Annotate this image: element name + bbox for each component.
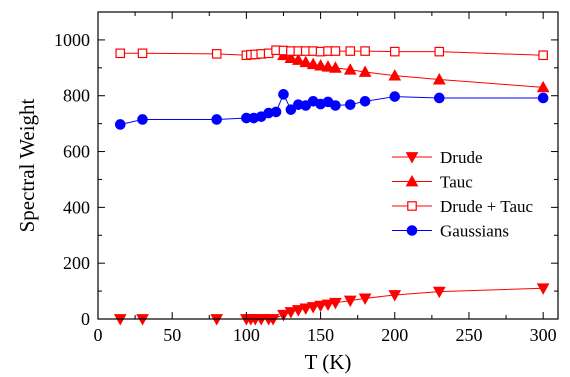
- legend-label: Gaussians: [440, 222, 509, 241]
- data-point-drude: [321, 299, 335, 312]
- y-tick-label: 800: [63, 86, 90, 106]
- data-point-tauc: [299, 55, 313, 68]
- data-point-drude: [299, 303, 313, 315]
- data-point-drude: [329, 297, 342, 310]
- data-point-drude: [358, 293, 372, 305]
- x-tick-label: 150: [307, 325, 334, 345]
- data-point-gaussians: [270, 106, 282, 118]
- data-point-drude-tauc: [137, 48, 148, 59]
- data-point-gaussians: [211, 114, 223, 125]
- data-point-tauc: [536, 80, 550, 93]
- data-point-gaussians: [389, 91, 401, 102]
- data-point-drude-tauc: [115, 48, 126, 59]
- x-tick-label: 250: [455, 325, 482, 345]
- y-tick-label: 0: [81, 309, 90, 329]
- data-point-gaussians: [433, 92, 445, 104]
- data-point-gaussians: [330, 100, 341, 111]
- data-point-drude-tauc: [211, 49, 222, 59]
- data-point-drude-tauc: [330, 46, 341, 56]
- data-point-gaussians: [359, 96, 371, 107]
- legend-item-drude-tauc: Drude + Tauc: [392, 197, 534, 216]
- axis-ticks: 0 50 100 150 200 250 300 0 200 400 600 800 1000: [54, 12, 558, 345]
- legend-marker: [405, 174, 419, 187]
- data-point-drude: [388, 290, 402, 302]
- data-point-tauc: [432, 73, 446, 85]
- data-point-drude: [284, 307, 298, 319]
- data-point-tauc: [321, 60, 335, 72]
- data-point-gaussians: [278, 89, 289, 100]
- data-point-tauc: [291, 53, 305, 65]
- x-tick-label: 100: [233, 325, 260, 345]
- data-point-drude-tauc: [389, 46, 400, 57]
- legend-item-tauc: Tauc: [392, 173, 473, 192]
- y-tick-label: 600: [63, 142, 90, 162]
- y-tick-label: 1000: [54, 30, 90, 50]
- y-tick-label: 200: [63, 253, 90, 273]
- x-tick-label: 300: [530, 325, 557, 345]
- y-axis-title: Spectral Weight: [15, 98, 39, 232]
- data-point-drude: [536, 283, 550, 295]
- legend: Drude Tauc Drude + Tauc Gaussians: [392, 148, 534, 241]
- legend-item-gaussians: Gaussians: [392, 222, 509, 241]
- legend-label: Drude: [440, 148, 482, 167]
- data-point-drude-tauc: [345, 46, 356, 56]
- data-point-drude: [314, 300, 327, 313]
- data-point-tauc: [388, 69, 402, 81]
- legend-marker: [407, 201, 417, 211]
- data-point-gaussians: [344, 99, 356, 110]
- x-axis-title: T (K): [305, 350, 352, 374]
- data-point-tauc: [284, 51, 298, 63]
- legend-marker: [405, 152, 419, 164]
- data-point-gaussians: [537, 92, 549, 104]
- data-point-tauc: [343, 63, 357, 75]
- data-point-drude-tauc: [538, 50, 548, 61]
- data-point-tauc: [306, 57, 320, 70]
- x-tick-label: 0: [94, 325, 103, 345]
- legend-marker: [406, 225, 418, 236]
- data-point-drude: [291, 305, 305, 317]
- data-point-gaussians: [114, 119, 126, 130]
- data-point-drude: [343, 295, 357, 308]
- plot-frame: [97, 11, 559, 320]
- series-layer: [113, 45, 550, 326]
- x-tick-label: 200: [381, 325, 408, 345]
- legend-item-drude: Drude: [392, 148, 482, 167]
- series-tauc: [277, 48, 550, 93]
- y-tick-label: 400: [63, 197, 90, 217]
- data-point-drude-tauc: [360, 46, 370, 56]
- series-gaussians: [114, 89, 549, 130]
- data-point-gaussians: [137, 114, 148, 125]
- legend-label: Drude + Tauc: [440, 197, 534, 216]
- legend-label: Tauc: [440, 173, 473, 192]
- data-point-drude-tauc: [434, 46, 445, 57]
- series-drude-tauc: [115, 45, 548, 61]
- data-point-gaussians: [285, 104, 297, 115]
- x-tick-label: 50: [163, 325, 181, 345]
- data-point-drude: [432, 286, 446, 299]
- data-point-tauc: [358, 65, 372, 77]
- data-point-tauc: [329, 61, 342, 73]
- data-point-tauc: [314, 59, 327, 71]
- data-point-drude: [306, 302, 320, 314]
